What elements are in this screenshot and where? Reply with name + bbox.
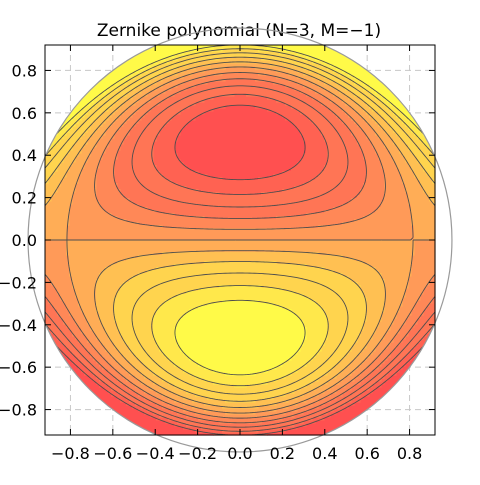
x-tick-label-0: −0.8 (51, 444, 90, 463)
y-tick-label-3: −0.2 (0, 273, 37, 292)
y-tick-label-5: 0.2 (12, 189, 37, 208)
y-tick-label-4: 0.0 (12, 231, 37, 250)
x-tick-label-5: 0.2 (270, 444, 295, 463)
chart-title: Zernike polynomial (N=3, M=−1) (97, 21, 381, 41)
y-tick-label-1: −0.6 (0, 358, 37, 377)
y-tick-label-8: 0.8 (12, 61, 37, 80)
x-tick-label-2: −0.4 (136, 444, 175, 463)
x-tick-label-1: −0.6 (93, 444, 132, 463)
x-tick-label-6: 0.4 (312, 444, 337, 463)
x-tick-label-8: 0.8 (397, 444, 422, 463)
x-tick-label-3: −0.2 (178, 444, 217, 463)
y-tick-label-2: −0.4 (0, 316, 37, 335)
y-tick-label-6: 0.4 (12, 146, 37, 165)
y-tick-label-7: 0.6 (12, 104, 37, 123)
x-tick-label-4: 0.0 (227, 444, 252, 463)
x-tick-label-7: 0.6 (354, 444, 379, 463)
y-tick-label-0: −0.8 (0, 401, 37, 420)
